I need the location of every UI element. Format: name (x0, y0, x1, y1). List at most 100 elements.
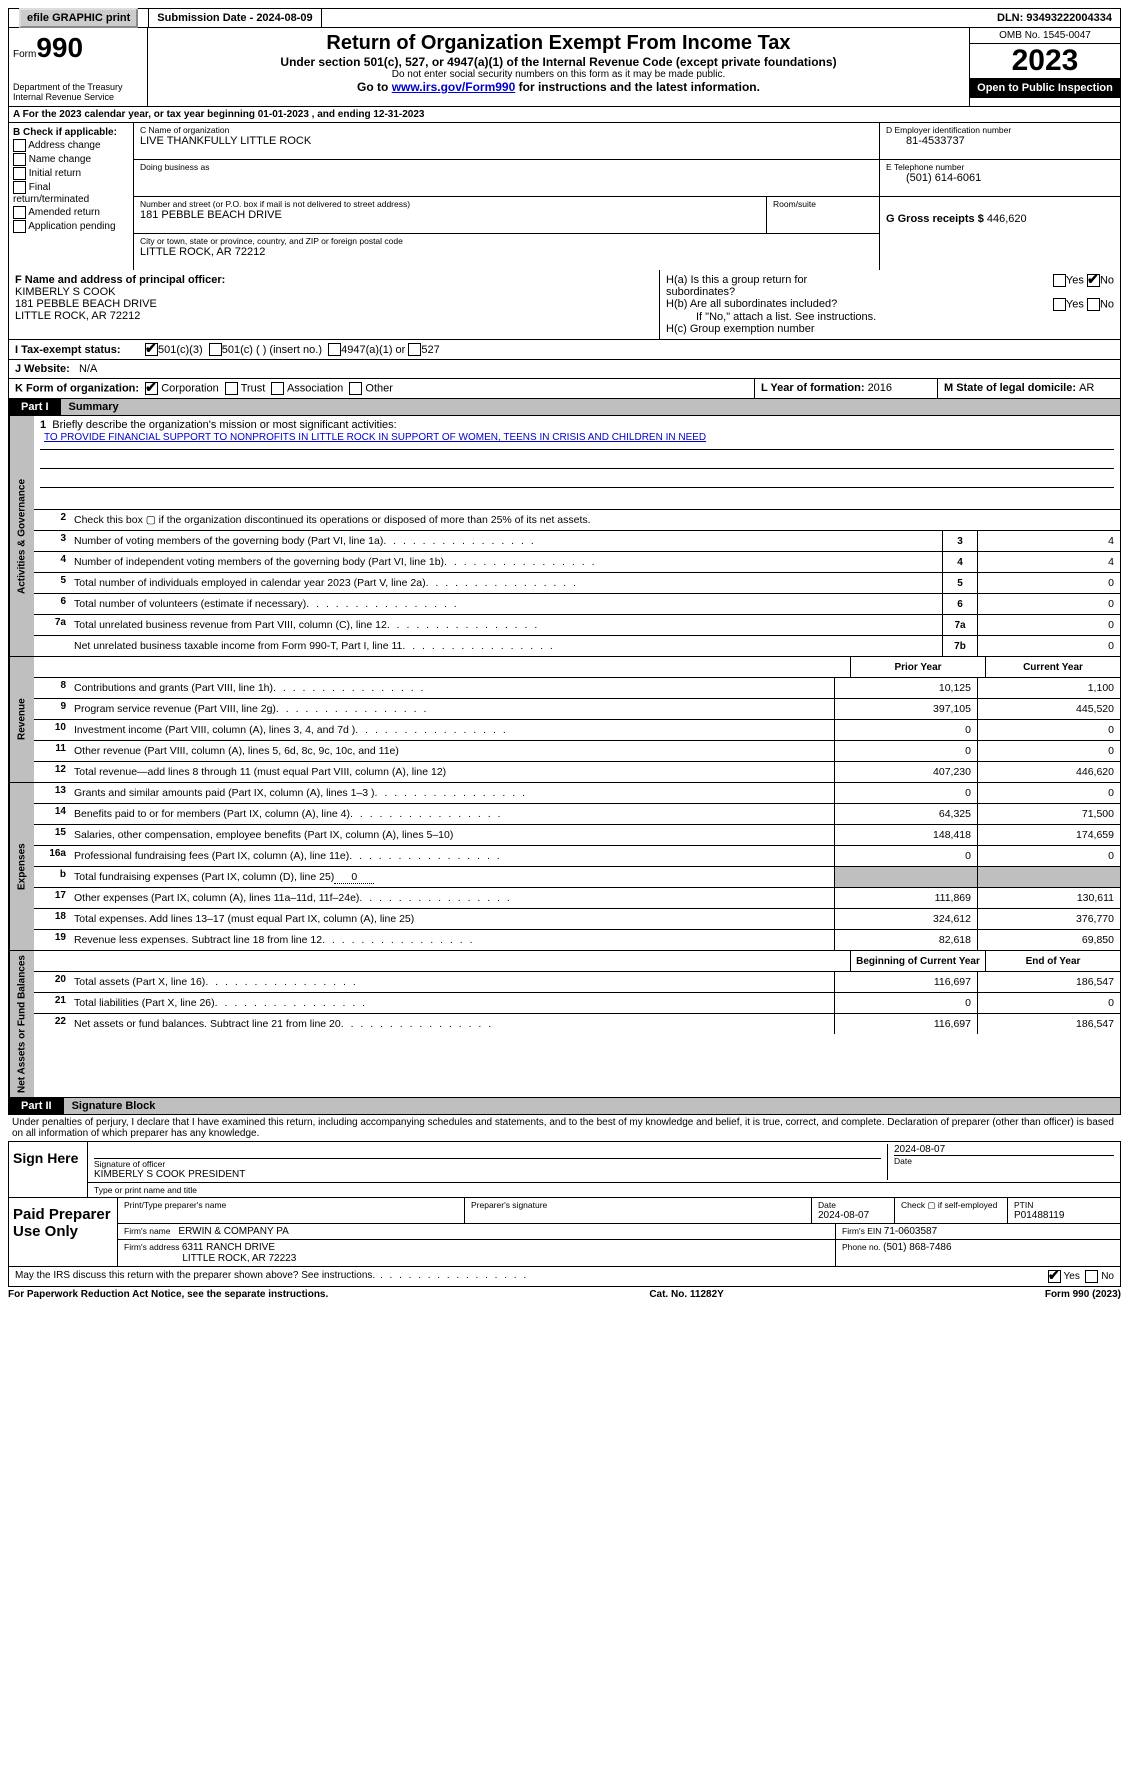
ssn-note: Do not enter social security numbers on … (156, 69, 961, 80)
firm-addr1: 6311 RANCH DRIVE (182, 1242, 275, 1253)
footer: For Paperwork Reduction Act Notice, see … (8, 1287, 1121, 1302)
vtab-governance: Activities & Governance (9, 416, 34, 656)
l4: Number of independent voting members of … (70, 552, 942, 572)
501c3-check[interactable] (145, 343, 158, 356)
app-pending-check[interactable]: Application pending (13, 220, 129, 233)
begin-year-header: Beginning of Current Year (850, 951, 985, 971)
website: N/A (79, 363, 97, 375)
mission: TO PROVIDE FINANCIAL SUPPORT TO NONPROFI… (40, 431, 1114, 450)
l16b-val: 0 (334, 871, 374, 884)
efile-button[interactable]: efile GRAPHIC print (19, 8, 138, 28)
dept-treasury: Department of the TreasuryInternal Reven… (13, 82, 143, 102)
org-name: LIVE THANKFULLY LITTLE ROCK (140, 135, 873, 147)
vtab-expenses: Expenses (9, 783, 34, 950)
name-change-check[interactable]: Name change (13, 153, 129, 166)
efile-print: efile GRAPHIC print (9, 9, 149, 27)
street: 181 PEBBLE BEACH DRIVE (140, 209, 760, 221)
col-b-checkboxes: B Check if applicable: Address change Na… (9, 123, 134, 270)
vtab-net: Net Assets or Fund Balances (9, 951, 34, 1097)
v4: 4 (977, 552, 1120, 572)
501c-check[interactable] (209, 343, 222, 356)
officer-addr2: LITTLE ROCK, AR 72212 (15, 310, 140, 322)
part-i-header: Part I Summary (8, 399, 1121, 416)
submission-date: Submission Date - 2024-08-09 (149, 9, 321, 27)
v5: 0 (977, 573, 1120, 593)
l6: Total number of volunteers (estimate if … (70, 594, 942, 614)
firm-name: ERWIN & COMPANY PA (178, 1226, 288, 1237)
street-label: Number and street (or P.O. box if mail i… (140, 199, 760, 209)
firm-addr2: LITTLE ROCK, AR 72223 (182, 1253, 296, 1264)
initial-return-check[interactable]: Initial return (13, 167, 129, 180)
other-check[interactable] (349, 382, 362, 395)
section-f-h: F Name and address of principal officer:… (8, 270, 1121, 340)
form-header: Form990 Department of the TreasuryIntern… (8, 28, 1121, 107)
topbar: efile GRAPHIC print Submission Date - 20… (8, 8, 1121, 28)
firm-phone: (501) 868-7486 (883, 1242, 951, 1253)
revenue-section: Revenue Prior YearCurrent Year 8Contribu… (8, 657, 1121, 783)
expenses-section: Expenses 13Grants and similar amounts pa… (8, 783, 1121, 951)
paid-preparer-label: Paid Preparer Use Only (9, 1198, 118, 1266)
current-year-header: Current Year (985, 657, 1120, 677)
l1-text: Briefly describe the organization's miss… (52, 419, 396, 431)
trust-check[interactable] (225, 382, 238, 395)
prior-year-header: Prior Year (850, 657, 985, 677)
l7b: Net unrelated business taxable income fr… (70, 636, 942, 656)
form-title: Return of Organization Exempt From Incom… (156, 32, 961, 55)
city-label: City or town, state or province, country… (140, 236, 873, 246)
col-c: C Name of organization LIVE THANKFULLY L… (134, 123, 879, 270)
telephone: (501) 614-6061 (886, 172, 1114, 184)
officer-addr1: 181 PEBBLE BEACH DRIVE (15, 298, 157, 310)
governance-section: Activities & Governance 1 Briefly descri… (8, 416, 1121, 657)
end-year-header: End of Year (985, 951, 1120, 971)
l2: Check this box ▢ if the organization dis… (70, 510, 1120, 530)
4947-check[interactable] (328, 343, 341, 356)
final-return-check[interactable]: Final return/terminated (13, 181, 129, 205)
v6: 0 (977, 594, 1120, 614)
v7a: 0 (977, 615, 1120, 635)
row-klm: K Form of organization: Corporation Trus… (8, 379, 1121, 399)
entity-block: B Check if applicable: Address change Na… (8, 123, 1121, 270)
sign-date: 2024-08-07 (894, 1144, 1114, 1155)
hb-no[interactable] (1087, 298, 1100, 311)
527-check[interactable] (408, 343, 421, 356)
ptin: P01488119 (1014, 1210, 1114, 1221)
officer-name: KIMBERLY S COOK (15, 286, 115, 298)
v3: 4 (977, 531, 1120, 551)
l5: Total number of individuals employed in … (70, 573, 942, 593)
form-subtitle: Under section 501(c), 527, or 4947(a)(1)… (156, 55, 961, 69)
ein-label: D Employer identification number (886, 125, 1114, 135)
firm-ein: 71-0603587 (884, 1226, 937, 1237)
discuss-no[interactable] (1085, 1270, 1098, 1283)
ha-no[interactable] (1087, 274, 1100, 287)
officer-label: F Name and address of principal officer: (15, 274, 225, 286)
domicile: AR (1079, 382, 1094, 394)
discuss-yes[interactable] (1048, 1270, 1061, 1283)
assoc-check[interactable] (271, 382, 284, 395)
discuss-row: May the IRS discuss this return with the… (8, 1267, 1121, 1287)
addr-change-check[interactable]: Address change (13, 139, 129, 152)
open-inspection: Open to Public Inspection (970, 78, 1120, 98)
tax-period: A For the 2023 calendar year, or tax yea… (8, 107, 1121, 123)
city: LITTLE ROCK, AR 72212 (140, 246, 873, 258)
form990-link[interactable]: www.irs.gov/Form990 (392, 80, 516, 94)
hc-label: H(c) Group exemption number (666, 323, 1114, 335)
room-label: Room/suite (773, 199, 873, 209)
col-d: D Employer identification number 81-4533… (879, 123, 1120, 270)
hb-yes[interactable] (1053, 298, 1066, 311)
gross-label: G Gross receipts $ (886, 213, 987, 225)
row-j-website: J Website: N/A (8, 360, 1121, 379)
penalties-text: Under penalties of perjury, I declare th… (8, 1115, 1121, 1141)
corp-check[interactable] (145, 382, 158, 395)
l3: Number of voting members of the governin… (70, 531, 942, 551)
dln: DLN: 93493222004334 (989, 9, 1120, 27)
form-number: 990 (36, 32, 83, 63)
form-label: Form (13, 49, 36, 60)
part-ii-header: Part II Signature Block (8, 1098, 1121, 1115)
tel-label: E Telephone number (886, 162, 1114, 172)
ha-label: H(a) Is this a group return for subordin… (666, 274, 866, 298)
amended-check[interactable]: Amended return (13, 206, 129, 219)
ha-yes[interactable] (1053, 274, 1066, 287)
sign-here-label: Sign Here (9, 1142, 88, 1197)
v7b: 0 (977, 636, 1120, 656)
dba-label: Doing business as (140, 162, 873, 172)
